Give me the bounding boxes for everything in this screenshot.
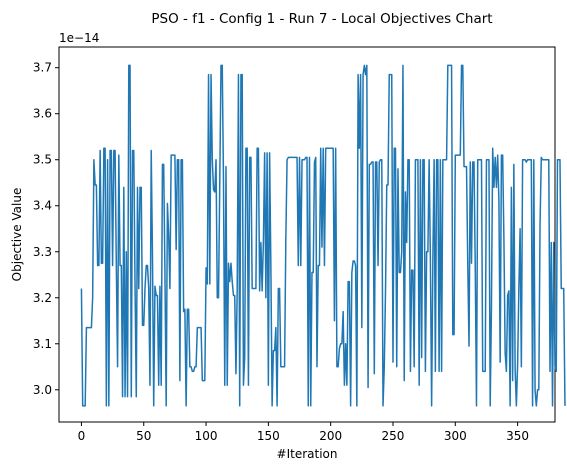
x-axis-label: #Iteration — [277, 447, 338, 461]
y-tick-label: 3.1 — [33, 337, 52, 351]
y-tick-label: 3.5 — [33, 153, 52, 167]
x-tick-label: 100 — [195, 429, 218, 443]
series-line-0 — [80, 64, 566, 407]
plot-area — [58, 46, 556, 423]
x-tick-label: 300 — [444, 429, 467, 443]
y-tick-label: 3.0 — [33, 383, 52, 397]
y-scale-label: 1e−14 — [59, 31, 99, 45]
x-axis: 0 50 100 150 200 250 300 350 — [78, 422, 529, 443]
y-tick-label: 3.2 — [33, 291, 52, 305]
x-tick-label: 200 — [319, 429, 342, 443]
chart-title: PSO - f1 - Config 1 - Run 7 - Local Obje… — [151, 11, 492, 27]
x-tick-label: 150 — [257, 429, 280, 443]
x-tick-label: 0 — [78, 429, 86, 443]
y-tick-label: 3.3 — [33, 245, 52, 259]
y-axis-label: Objective Value — [10, 188, 24, 282]
y-tick-label: 3.4 — [33, 199, 52, 213]
x-tick-label: 350 — [506, 429, 529, 443]
x-tick-label: 250 — [382, 429, 405, 443]
series-layer — [80, 64, 566, 407]
y-axis: 3.0 3.1 3.2 3.3 3.4 3.5 3.6 3.7 — [33, 61, 59, 397]
y-tick-label: 3.6 — [33, 107, 52, 121]
y-tick-label: 3.7 — [33, 61, 52, 75]
x-tick-label: 50 — [136, 429, 151, 443]
